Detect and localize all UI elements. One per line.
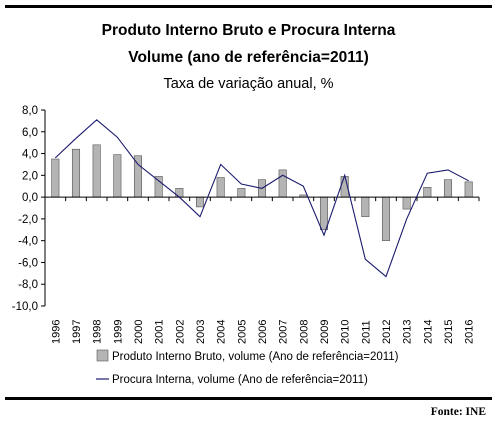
bar-2002: [175, 188, 184, 198]
legend-label-procura: Procura Interna, volume (Ano de referênc…: [112, 374, 368, 386]
bar-1996: [51, 158, 60, 198]
bar-2016: [464, 181, 473, 198]
bar-2012: [381, 196, 391, 241]
y-tick-label: -8,0: [18, 279, 38, 291]
x-tick-label-2011: 2011: [360, 320, 372, 344]
source-note: Fonte: INE: [430, 406, 486, 418]
bar-2005: [237, 188, 246, 198]
x-tick-label-2008: 2008: [298, 320, 310, 344]
chart-title-line2: Volume (ano de referência=2011): [128, 49, 369, 66]
bar-2007: [278, 169, 287, 198]
y-tick-label: -6,0: [18, 257, 38, 269]
line-procura-interna: [54, 119, 469, 278]
y-tick-label: -2,0: [18, 214, 38, 226]
bar-2003: [195, 196, 205, 208]
bar-1997: [71, 148, 81, 198]
x-tick-label-2003: 2003: [195, 320, 207, 344]
x-tick-label-2001: 2001: [154, 320, 166, 344]
bar-1998: [92, 144, 101, 198]
x-tick-label-2014: 2014: [422, 320, 434, 344]
y-tick-label: -10,0: [12, 301, 38, 313]
bar-2014: [423, 187, 432, 198]
chart-subtitle: Taxa de variação anual, %: [163, 76, 334, 92]
bar-2013: [402, 196, 411, 210]
x-tick-label-2006: 2006: [257, 320, 269, 344]
bar-2009: [319, 196, 329, 231]
top-rule: [5, 5, 492, 8]
y-tick-label: 2,0: [22, 170, 38, 182]
bar-1999: [113, 154, 122, 198]
chart: 8,0 6,0 4,0 2,0 0,0 -2,0 -4,0 -6,0 -8,0 -10,0 1996…: [12, 105, 480, 386]
x-tick-label-2016: 2016: [464, 320, 476, 344]
x-tick-label-2007: 2007: [278, 320, 290, 344]
bar-2015: [443, 179, 453, 198]
x-tick-label-2015: 2015: [443, 320, 455, 344]
x-tick-label-2002: 2002: [174, 320, 186, 344]
x-tick-label-1997: 1997: [71, 320, 83, 344]
bar-2004: [216, 177, 225, 198]
bar-2011: [361, 196, 370, 218]
legend-swatch-pib: [96, 349, 109, 362]
y-tick-label: 8,0: [22, 105, 38, 117]
x-tick-label-2009: 2009: [319, 320, 331, 344]
bar-2000: [133, 155, 143, 198]
y-tick-label: 6,0: [22, 127, 38, 139]
bottom-rule: [5, 397, 492, 400]
bar-2001: [154, 176, 163, 198]
y-tick-label: -4,0: [18, 236, 38, 248]
x-tick-label-2012: 2012: [381, 320, 393, 344]
x-tick-label-2005: 2005: [236, 320, 248, 344]
y-tick-label: 4,0: [22, 149, 38, 161]
y-tick-label: 0,0: [22, 192, 38, 204]
x-tick-label-1999: 1999: [112, 320, 124, 344]
x-tick-label-2010: 2010: [340, 320, 352, 344]
x-tick-label-2000: 2000: [133, 320, 145, 344]
chart-title: Produto Interno Bruto e Procura Interna: [101, 22, 396, 39]
x-tick-label-1998: 1998: [92, 320, 104, 344]
legend-label-pib: Produto Interno Bruto, volume (Ano de re…: [112, 351, 399, 363]
x-tick-label-2004: 2004: [216, 320, 228, 344]
x-tick-label-1996: 1996: [50, 320, 62, 344]
x-tick-label-2013: 2013: [402, 320, 414, 344]
